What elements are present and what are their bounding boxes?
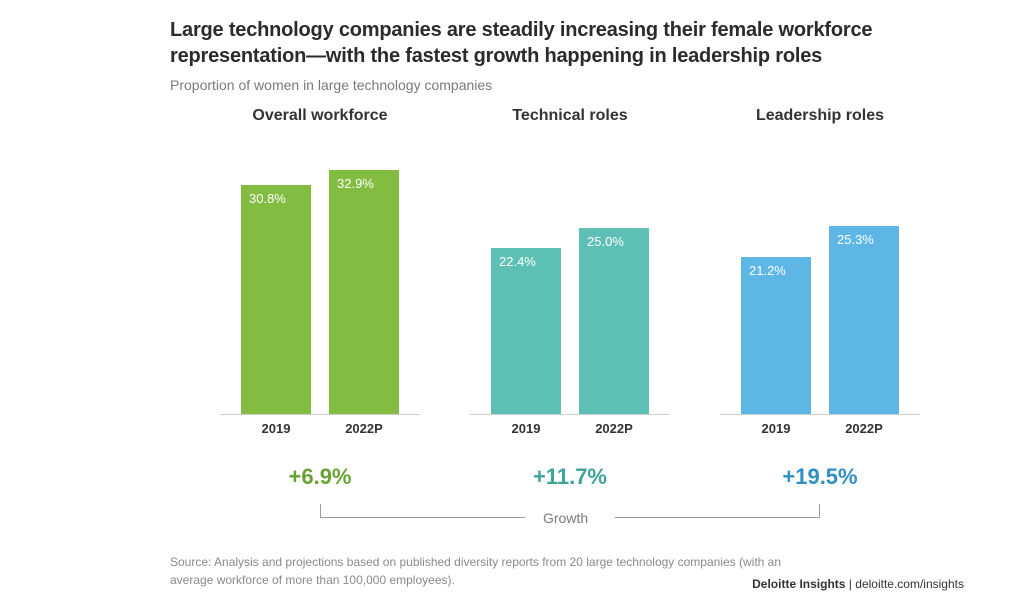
footer-separator: |: [845, 577, 855, 591]
panel-2: Leadership roles 21.2% 25.3% 2019 2022P +19.5…: [720, 107, 920, 490]
x-axis: 2019 2022P: [470, 421, 670, 436]
bar: 30.8%: [241, 185, 311, 414]
x-tick: 2019: [241, 421, 311, 436]
bar-value-label: 30.8%: [249, 191, 286, 206]
panel-1: Technical roles 22.4% 25.0% 2019 2022P +11.7%: [470, 107, 670, 490]
bars-area: 30.8% 32.9%: [220, 155, 420, 415]
bar: 22.4%: [491, 248, 561, 414]
bar-wrap: 22.4%: [491, 248, 561, 414]
x-tick: 2022P: [829, 421, 899, 436]
x-tick: 2019: [741, 421, 811, 436]
growth-value: +11.7%: [470, 464, 670, 490]
bar: 32.9%: [329, 170, 399, 414]
bar: 21.2%: [741, 257, 811, 414]
x-axis: 2019 2022P: [720, 421, 920, 436]
bars-area: 22.4% 25.0%: [470, 155, 670, 415]
bar: 25.3%: [829, 226, 899, 414]
x-tick: 2022P: [329, 421, 399, 436]
bars-area: 21.2% 25.3%: [720, 155, 920, 415]
panel-title: Technical roles: [470, 107, 670, 125]
x-axis: 2019 2022P: [220, 421, 420, 436]
bar-wrap: 32.9%: [329, 170, 399, 414]
x-tick: 2022P: [579, 421, 649, 436]
panel-title: Leadership roles: [720, 107, 920, 125]
bar-value-label: 25.0%: [587, 234, 624, 249]
bar-wrap: 30.8%: [241, 185, 311, 414]
bar-value-label: 22.4%: [499, 254, 536, 269]
footer-url: deloitte.com/insights: [855, 577, 964, 591]
growth-value: +6.9%: [220, 464, 420, 490]
bar-wrap: 21.2%: [741, 257, 811, 414]
growth-bracket: Growth: [220, 504, 920, 532]
footer-brand-name: Deloitte Insights: [752, 577, 845, 591]
chart-page: Large technology companies are steadily …: [0, 0, 1024, 611]
chart-title: Large technology companies are steadily …: [170, 18, 930, 69]
bar-value-label: 21.2%: [749, 263, 786, 278]
panel-0: Overall workforce 30.8% 32.9% 2019 2022P +6.9…: [220, 107, 420, 490]
panel-title: Overall workforce: [220, 107, 420, 125]
source-note: Source: Analysis and projections based o…: [170, 554, 790, 589]
bar-wrap: 25.0%: [579, 228, 649, 414]
bar-value-label: 25.3%: [837, 232, 874, 247]
bar-value-label: 32.9%: [337, 176, 374, 191]
chart-block: Overall workforce 30.8% 32.9% 2019 2022P +6.9…: [170, 107, 964, 532]
growth-value: +19.5%: [720, 464, 920, 490]
bar-wrap: 25.3%: [829, 226, 899, 414]
panels-row: Overall workforce 30.8% 32.9% 2019 2022P +6.9…: [170, 107, 964, 490]
growth-bracket-label: Growth: [535, 510, 596, 526]
bar: 25.0%: [579, 228, 649, 414]
chart-subtitle: Proportion of women in large technology …: [170, 77, 964, 93]
x-tick: 2019: [491, 421, 561, 436]
footer-brand: Deloitte Insights | deloitte.com/insight…: [752, 577, 964, 591]
